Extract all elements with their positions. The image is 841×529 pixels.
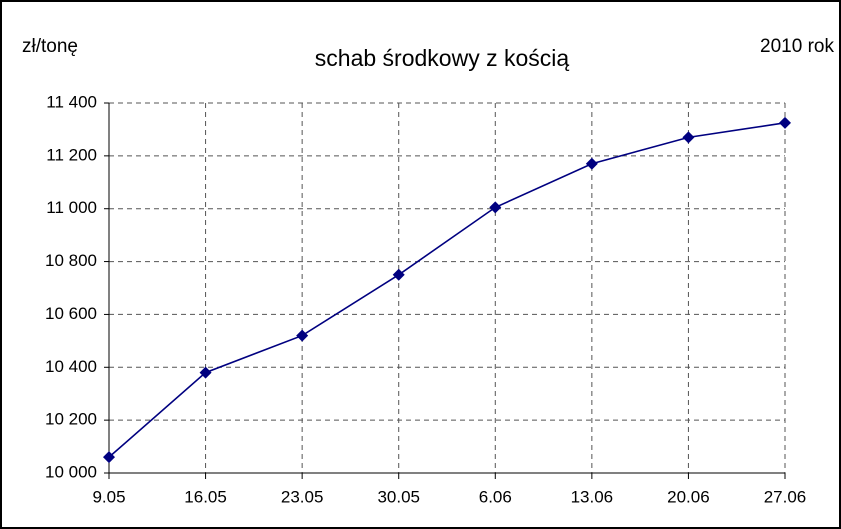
y-axis-label: zł/tonę <box>22 36 78 57</box>
data-point <box>296 329 309 342</box>
y-tick-label: 10 400 <box>45 357 97 376</box>
data-point <box>199 366 212 379</box>
y-tick-label: 11 400 <box>46 92 97 111</box>
y-tick-label: 11 000 <box>46 198 97 217</box>
series-line <box>108 122 786 458</box>
x-tick-label: 16.05 <box>184 487 227 506</box>
data-point <box>682 131 695 144</box>
x-tick-label: 20.06 <box>667 487 710 506</box>
x-tick-label: 27.06 <box>764 487 807 506</box>
x-tick-label: 13.06 <box>571 487 614 506</box>
y-tick-label: 10 600 <box>45 304 97 323</box>
y-tick-label: 10 200 <box>45 410 97 429</box>
y-tick-label: 10 000 <box>45 462 97 481</box>
data-point <box>779 116 791 129</box>
x-tick-label: 9.05 <box>92 487 125 506</box>
x-tick-label: 23.05 <box>281 487 324 506</box>
annotation: 2010 rok <box>760 36 834 57</box>
y-tick-label: 10 800 <box>45 251 97 270</box>
data-point <box>103 451 115 464</box>
x-tick-label: 6.06 <box>479 487 512 506</box>
data-point <box>392 268 405 281</box>
x-tick-label: 30.05 <box>377 487 420 506</box>
data-point <box>489 201 502 214</box>
y-tick-label: 11 200 <box>46 145 97 164</box>
data-point <box>585 157 598 170</box>
chart-title: schab środkowy z kością <box>315 45 570 71</box>
